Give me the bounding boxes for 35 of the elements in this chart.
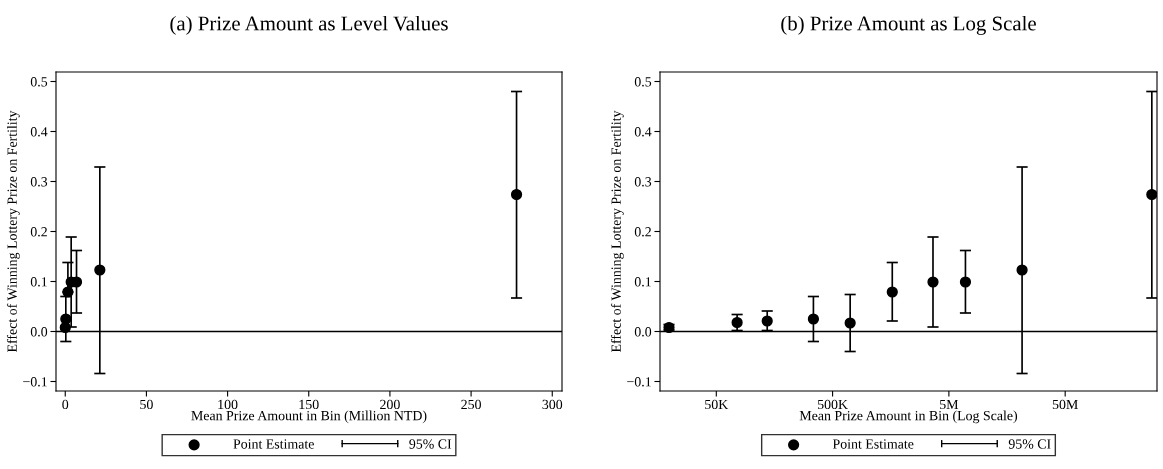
x-tick-label: 100 [218,399,238,410]
y-tick-label: 0.5 [30,77,48,87]
x-tick-label: 0 [62,399,69,410]
y-axis-title: Effect of Winning Lottery Prize on Fertility [610,110,624,353]
x-tick-label: 300 [542,399,563,410]
y-tick-label: 0.2 [30,227,47,237]
text: 95% CI [1008,439,1051,449]
x-axis-title: Mean Prize Amount in Bin (Log Scale) [799,410,1018,424]
x-tick-label: 50 [140,399,153,410]
y-tick-label: 0.3 [634,177,652,187]
chart-title: (b) Prize Amount as Log Scale [781,15,1036,35]
y-tick-label: 0.5 [634,77,652,87]
y-tick-label: 0.0 [30,327,48,337]
x-tick-label: 50K [705,399,729,410]
chart-title: (a) Prize Amount as Level Values [170,15,448,35]
y-tick-label: −0.1 [627,377,651,387]
x-tick-label: 150 [299,399,319,410]
y-tick-label: 0.3 [30,177,48,187]
y-tick-label: 0.4 [634,127,652,137]
x-axis-title: Mean Prize Amount in Bin (Million NTD) [191,410,427,424]
x-tick-label: 250 [461,399,481,410]
y-tick-label: 0.1 [30,277,47,287]
text: 95% CI [409,439,452,449]
y-tick-label: 0.2 [634,227,651,237]
y-axis-title: Effect of Winning Lottery Prize on Fertility [6,110,20,353]
y-tick-label: 0.1 [634,277,651,287]
y-tick-label: −0.1 [23,377,47,387]
x-tick-label: 50M [1052,399,1078,410]
legend-label: Point Estimate [832,439,914,449]
x-tick-label: 5M [940,399,959,410]
x-tick-label: 500K [817,399,848,410]
x-tick-label: 200 [380,399,400,410]
y-tick-label: 0.0 [634,327,652,337]
legend-label: Point Estimate [233,439,314,449]
y-tick-label: 0.4 [30,127,48,137]
